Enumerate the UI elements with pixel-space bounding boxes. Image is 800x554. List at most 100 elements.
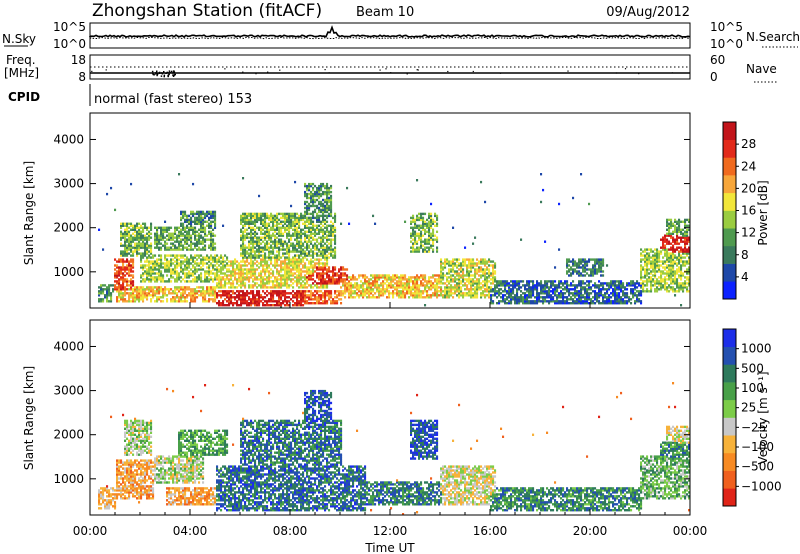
heatmap-cell bbox=[258, 240, 261, 243]
heatmap-cell bbox=[194, 290, 197, 293]
heatmap-cell bbox=[228, 304, 231, 307]
heatmap-cell bbox=[242, 254, 245, 257]
heatmap-cell bbox=[284, 212, 287, 216]
heatmap-cell bbox=[190, 280, 193, 283]
heatmap-cell bbox=[334, 254, 337, 257]
heatmap-cell bbox=[146, 274, 149, 277]
heatmap-cell bbox=[322, 184, 325, 188]
heatmap-cell bbox=[266, 234, 269, 237]
heatmap-cell bbox=[312, 186, 315, 190]
heatmap-cell bbox=[262, 298, 265, 301]
heatmap-cell bbox=[314, 244, 317, 247]
heatmap-cell bbox=[188, 232, 191, 235]
heatmap-cell bbox=[258, 256, 261, 259]
heatmap-cell bbox=[470, 294, 473, 297]
heatmap-cell bbox=[422, 250, 425, 253]
heatmap-cell bbox=[186, 230, 189, 233]
heatmap-cell bbox=[428, 294, 431, 297]
heatmap-cell bbox=[430, 288, 433, 291]
heatmap-cell bbox=[252, 284, 255, 287]
heatmap-cell bbox=[302, 270, 305, 273]
heatmap-cell bbox=[418, 294, 421, 297]
heatmap-cell bbox=[116, 298, 119, 301]
heatmap-cell bbox=[224, 292, 227, 295]
heatmap-cell bbox=[426, 238, 429, 241]
heatmap-cell bbox=[270, 290, 273, 293]
heatmap-cell bbox=[430, 220, 433, 223]
heatmap-cell bbox=[252, 212, 255, 216]
heatmap-cell bbox=[430, 244, 433, 247]
heatmap-cell bbox=[214, 256, 217, 259]
heatmap-cell bbox=[202, 238, 205, 241]
heatmap-cell bbox=[346, 282, 349, 285]
heatmap-cell bbox=[248, 220, 251, 223]
heatmap-cell bbox=[184, 260, 187, 263]
heatmap-cell bbox=[178, 286, 181, 289]
heatmap-cell bbox=[324, 204, 327, 208]
heatmap-cell bbox=[264, 262, 267, 265]
heatmap-cell bbox=[298, 302, 301, 305]
heatmap-cell bbox=[178, 242, 181, 245]
heatmap-cell bbox=[264, 232, 267, 235]
heatmap-cell bbox=[388, 276, 391, 279]
heatmap-cell bbox=[278, 228, 281, 231]
heatmap-cell bbox=[118, 268, 121, 271]
heatmap-cell bbox=[378, 294, 381, 297]
heatmap-cell bbox=[274, 224, 277, 227]
heatmap-cell bbox=[228, 302, 231, 305]
heatmap-cell bbox=[292, 274, 295, 277]
heatmap-cell bbox=[208, 264, 211, 267]
heatmap-cell bbox=[466, 264, 469, 267]
heatmap-cell bbox=[226, 278, 229, 281]
heatmap-cell bbox=[268, 278, 271, 281]
heatmap-cell bbox=[422, 240, 425, 243]
heatmap-cell bbox=[242, 284, 245, 287]
heatmap-cell bbox=[464, 264, 467, 267]
heatmap-cell bbox=[424, 224, 427, 227]
heatmap-cell bbox=[302, 248, 305, 251]
heatmap-cell bbox=[300, 274, 303, 277]
heatmap-cell bbox=[412, 282, 415, 285]
heatmap-cell bbox=[298, 286, 301, 289]
heatmap-cell bbox=[188, 286, 191, 289]
heatmap-cell bbox=[226, 282, 229, 285]
heatmap-cell bbox=[130, 182, 133, 186]
heatmap-cell bbox=[326, 188, 329, 192]
heatmap-cell bbox=[268, 264, 271, 267]
heatmap-cell bbox=[146, 292, 149, 295]
heatmap-cell bbox=[212, 240, 215, 243]
heatmap-cell bbox=[264, 214, 267, 218]
heatmap-cell bbox=[332, 274, 335, 277]
heatmap-cell bbox=[318, 220, 321, 223]
heatmap-cell bbox=[216, 268, 219, 271]
heatmap-cell bbox=[158, 290, 161, 293]
heatmap-cell bbox=[296, 238, 299, 241]
heatmap-cell bbox=[192, 288, 195, 291]
heatmap-cell bbox=[198, 262, 201, 265]
heatmap-cell bbox=[292, 242, 295, 245]
heatmap-cell bbox=[186, 226, 189, 229]
heatmap-cell bbox=[336, 302, 339, 305]
heatmap-cell bbox=[334, 216, 337, 220]
heatmap-cell bbox=[302, 284, 305, 287]
heatmap-cell bbox=[144, 222, 147, 225]
heatmap-cell bbox=[250, 232, 253, 235]
heatmap-cell bbox=[422, 284, 425, 287]
heatmap-cell bbox=[288, 250, 291, 253]
heatmap-cell bbox=[302, 292, 305, 295]
heatmap-cell bbox=[164, 266, 167, 269]
heatmap-cell bbox=[418, 216, 421, 220]
heatmap-cell bbox=[200, 286, 203, 289]
heatmap-cell bbox=[242, 302, 245, 305]
heatmap-cell bbox=[470, 270, 473, 273]
heatmap-cell bbox=[582, 294, 585, 297]
heatmap-cell bbox=[128, 274, 131, 277]
heatmap-cell bbox=[206, 270, 209, 273]
heatmap-cell bbox=[200, 242, 203, 245]
heatmap-cell bbox=[260, 248, 263, 251]
heatmap-cell bbox=[306, 216, 309, 220]
heatmap-cell bbox=[308, 246, 311, 249]
heatmap-cell bbox=[176, 234, 179, 237]
heatmap-cell bbox=[330, 228, 333, 231]
heatmap-cell bbox=[312, 246, 315, 249]
